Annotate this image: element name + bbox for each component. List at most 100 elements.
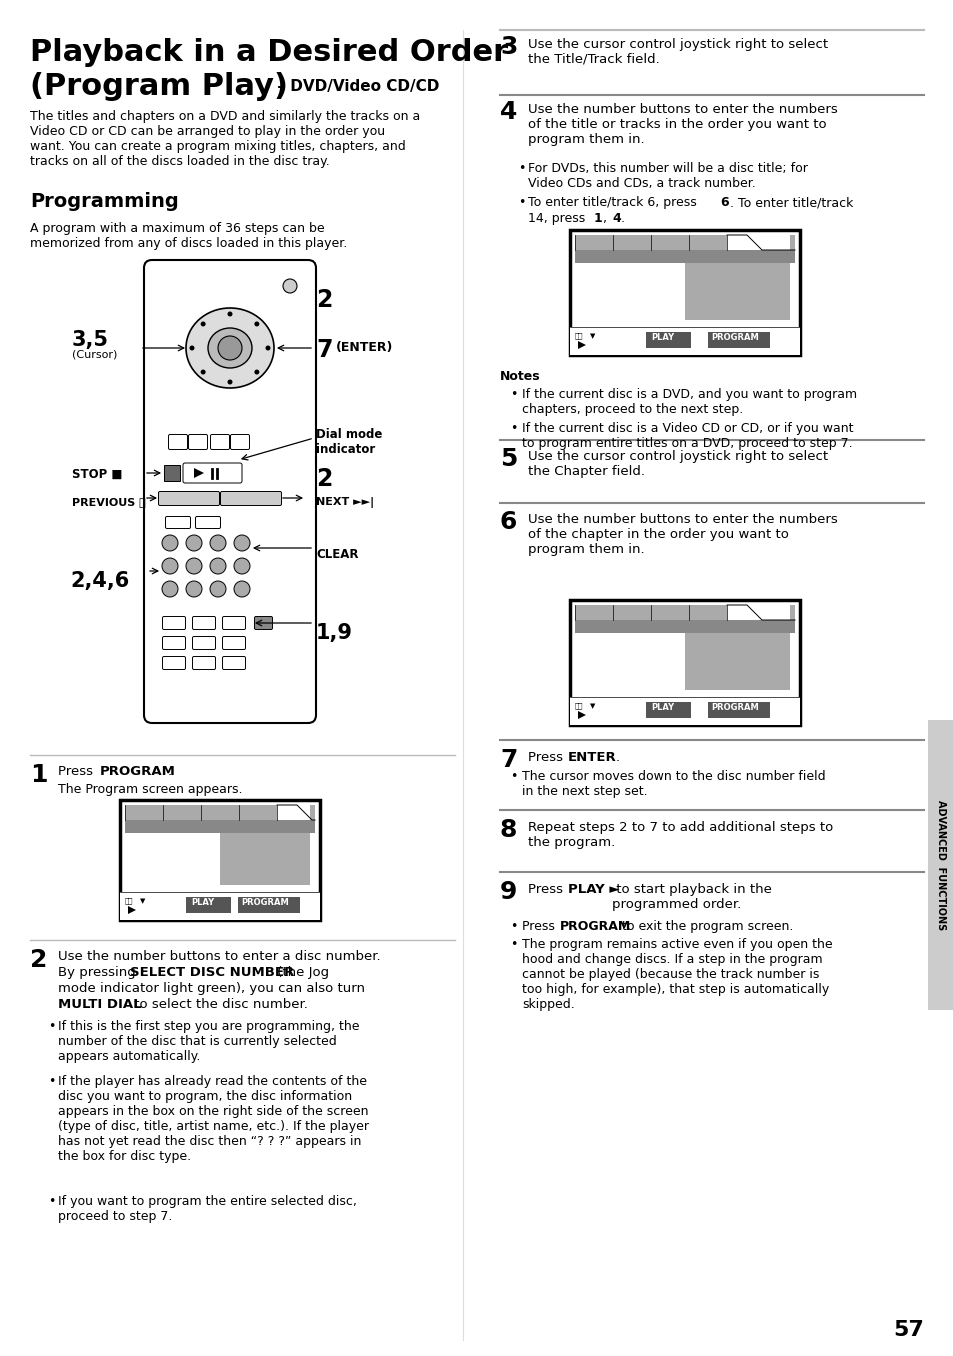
Circle shape [162,536,178,551]
Text: SELECT DISC NUMBER: SELECT DISC NUMBER [130,965,294,979]
Circle shape [283,279,296,293]
Bar [164,465,180,481]
Text: 1: 1 [594,212,602,225]
FancyBboxPatch shape [220,491,281,506]
Bar [569,327,800,355]
FancyBboxPatch shape [193,636,215,650]
Circle shape [233,580,250,597]
Text: PROGRAM: PROGRAM [710,702,758,712]
Text: (ENTER): (ENTER) [335,340,393,354]
Circle shape [227,312,233,316]
Text: •: • [510,919,517,933]
Circle shape [210,536,226,551]
Bar [726,605,789,620]
Text: ⏮⏭: ⏮⏭ [125,898,133,903]
Text: 8: 8 [499,818,517,842]
Text: Use the cursor control joystick right to select
the Chapter field.: Use the cursor control joystick right to… [527,450,827,479]
Text: If the current disc is a DVD, and you want to program
chapters, proceed to the n: If the current disc is a DVD, and you wa… [521,388,856,416]
Bar [276,805,310,820]
Bar [125,805,314,820]
Circle shape [210,559,226,574]
Text: PROGRAM: PROGRAM [100,765,175,778]
Bar [575,605,794,620]
Text: If you want to program the entire selected disc,
proceed to step 7.: If you want to program the entire select… [58,1195,356,1223]
Circle shape [162,580,178,597]
Text: (Cursor): (Cursor) [71,350,117,359]
FancyBboxPatch shape [193,656,215,670]
Text: ADVANCED  FUNCTIONS: ADVANCED FUNCTIONS [935,800,945,930]
Bar [120,800,319,919]
Text: •: • [510,770,517,782]
Text: If this is the first step you are programming, the
number of the disc that is cu: If this is the first step you are progra… [58,1020,359,1063]
Text: ⏮⏭: ⏮⏭ [575,332,583,339]
Text: A program with a maximum of 36 steps can be
memorized from any of discs loaded i: A program with a maximum of 36 steps can… [30,222,347,250]
Text: Dial mode
indicator: Dial mode indicator [315,428,382,456]
Text: ▼: ▼ [589,334,595,339]
Text: PROGRAM: PROGRAM [241,898,289,907]
Ellipse shape [208,328,252,367]
Text: •: • [510,422,517,435]
FancyBboxPatch shape [195,517,220,529]
Text: PREVIOUS ⏮: PREVIOUS ⏮ [71,498,146,507]
FancyBboxPatch shape [189,434,208,449]
Text: Programming: Programming [30,193,178,212]
Text: •: • [510,938,517,951]
Text: PLAY: PLAY [650,702,674,712]
Bar [645,332,690,348]
Polygon shape [578,340,585,348]
Text: – DVD/Video CD/CD: – DVD/Video CD/CD [272,79,439,94]
Circle shape [218,336,242,359]
Bar [569,697,800,725]
Circle shape [227,380,233,385]
FancyBboxPatch shape [162,636,185,650]
FancyBboxPatch shape [169,434,188,449]
Bar [569,231,800,355]
Text: The Program screen appears.: The Program screen appears. [58,782,242,796]
Text: PROGRAM: PROGRAM [710,334,758,342]
FancyBboxPatch shape [231,434,250,449]
FancyBboxPatch shape [165,517,191,529]
Bar [575,633,679,690]
Text: .: . [168,765,172,778]
Text: ENTER: ENTER [567,751,616,763]
Text: Use the cursor control joystick right to select
the Title/Track field.: Use the cursor control joystick right to… [527,38,827,66]
Bar [575,235,794,250]
FancyBboxPatch shape [158,491,219,506]
Circle shape [210,580,226,597]
FancyBboxPatch shape [162,617,185,629]
Circle shape [162,559,178,574]
Text: .: . [620,212,624,225]
Text: PLAY: PLAY [191,898,213,907]
Polygon shape [193,468,204,479]
Text: ▼: ▼ [140,898,145,904]
Bar [237,898,299,913]
Text: Repeat steps 2 to 7 to add additional steps to
the program.: Repeat steps 2 to 7 to add additional st… [527,820,832,849]
Text: 1,9: 1,9 [315,622,353,643]
Text: 3,5: 3,5 [71,330,109,350]
Circle shape [233,559,250,574]
Circle shape [200,370,206,374]
FancyBboxPatch shape [144,260,315,723]
Text: 57: 57 [892,1319,923,1340]
Text: 2: 2 [30,948,48,972]
Text: The program remains active even if you open the
hood and change discs. If a step: The program remains active even if you o… [521,938,832,1012]
Text: to exit the program screen.: to exit the program screen. [618,919,793,933]
Text: MULTI DIAL: MULTI DIAL [58,998,141,1012]
FancyBboxPatch shape [222,656,245,670]
Text: Use the number buttons to enter the numbers
of the title or tracks in the order : Use the number buttons to enter the numb… [527,103,837,146]
Text: . To enter title/track: . To enter title/track [729,197,853,209]
Text: Notes: Notes [499,370,540,382]
Bar [726,235,789,250]
FancyBboxPatch shape [183,462,242,483]
Text: By pressing: By pressing [58,965,140,979]
Text: If the current disc is a Video CD or CD, or if you want
to program entire titles: If the current disc is a Video CD or CD,… [521,422,853,450]
Bar [927,720,953,1010]
FancyBboxPatch shape [222,636,245,650]
Bar [120,892,319,919]
Text: Press: Press [58,765,97,778]
Text: •: • [48,1195,55,1208]
Text: PROGRAM: PROGRAM [559,919,631,933]
Text: To enter title/track 6, press: To enter title/track 6, press [527,197,700,209]
FancyBboxPatch shape [211,434,230,449]
Text: 4: 4 [612,212,620,225]
